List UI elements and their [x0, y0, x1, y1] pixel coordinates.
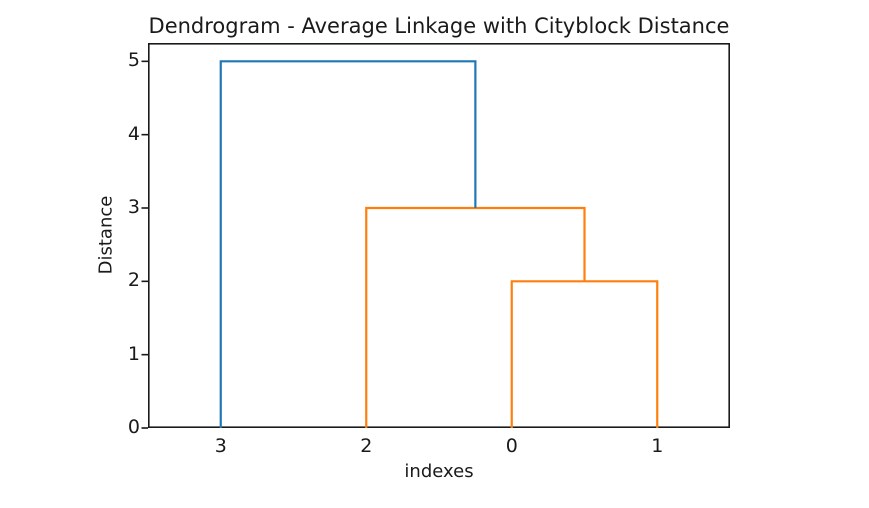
dendrogram-link — [510, 280, 659, 428]
chart-title: Dendrogram - Average Linkage with Citybl… — [148, 14, 730, 38]
dendrogram-link — [219, 60, 477, 428]
x-axis-label: indexes — [404, 461, 474, 482]
x-leaf-label: 1 — [651, 435, 664, 457]
x-leaf-label: 2 — [360, 435, 373, 457]
y-tick-label: 4 — [127, 122, 140, 145]
plot-border — [148, 43, 731, 428]
x-leaf-label: 3 — [214, 435, 227, 457]
x-leaf-label: 0 — [505, 435, 518, 457]
y-tick-label: 5 — [127, 49, 140, 72]
y-tick-label: 0 — [127, 416, 140, 438]
y-tick-label: 2 — [127, 269, 140, 292]
dendrogram-link — [365, 206, 586, 428]
y-tick-label: 3 — [127, 196, 140, 218]
y-axis-label: Distance — [95, 195, 117, 275]
plot-area — [141, 43, 731, 429]
y-tick-label: 1 — [127, 342, 140, 365]
